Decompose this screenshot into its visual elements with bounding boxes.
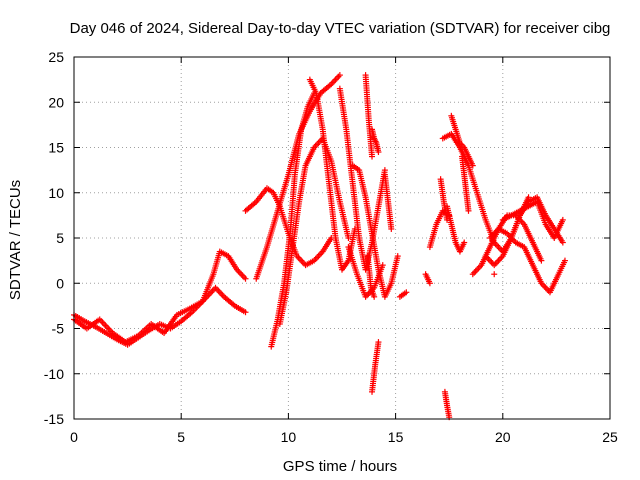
x-tick-labels: 0 5 10 15 20 25: [70, 429, 618, 445]
x-tick-label: 0: [70, 429, 78, 445]
data-point-marker: [559, 239, 566, 246]
y-tick-label: 15: [48, 140, 64, 156]
data-point-marker: [379, 262, 386, 269]
data-point-marker: [375, 339, 382, 346]
data-point-marker: [336, 72, 343, 79]
data-point-marker: [388, 225, 395, 232]
x-tick-label: 20: [495, 429, 511, 445]
x-tick-label: 15: [388, 429, 404, 445]
y-tick-label: 10: [48, 185, 64, 201]
data-point-marker: [426, 280, 433, 287]
data-point-marker: [465, 207, 472, 214]
y-tick-label: 0: [56, 275, 64, 291]
data-point-marker: [242, 309, 249, 316]
chart-title: Day 046 of 2024, Sidereal Day-to-day VTE…: [70, 20, 611, 37]
data-point-marker: [369, 153, 376, 160]
y-tick-label: 5: [56, 230, 64, 246]
data-point-marker: [375, 149, 382, 156]
data-point-marker: [561, 257, 568, 264]
data-point-marker: [394, 253, 401, 260]
y-tick-label: 25: [48, 49, 64, 65]
data-point-marker: [559, 216, 566, 223]
data-point-marker: [371, 293, 378, 300]
data-points: [71, 72, 568, 421]
data-point-marker: [461, 239, 468, 246]
y-tick-label: -10: [44, 366, 64, 382]
y-tick-label: -5: [52, 321, 65, 337]
data-point-marker: [491, 271, 498, 278]
y-tick-label: 20: [48, 94, 64, 110]
y-tick-label: -15: [44, 411, 64, 427]
data-point-marker: [345, 235, 352, 241]
x-tick-label: 10: [281, 429, 297, 445]
data-point-marker: [469, 162, 476, 169]
x-axis-label: GPS time / hours: [283, 458, 397, 475]
y-tick-labels: -15 -10 -5 0 5 10 15 20 25: [44, 49, 64, 427]
axis-ticks: [73, 56, 611, 420]
data-point-marker: [538, 257, 545, 264]
data-point-marker: [242, 275, 249, 282]
x-tick-label: 25: [602, 429, 618, 445]
y-axis-label: SDTVAR / TECUs: [7, 180, 24, 300]
data-point-marker: [403, 289, 410, 296]
x-tick-label: 5: [177, 429, 185, 445]
